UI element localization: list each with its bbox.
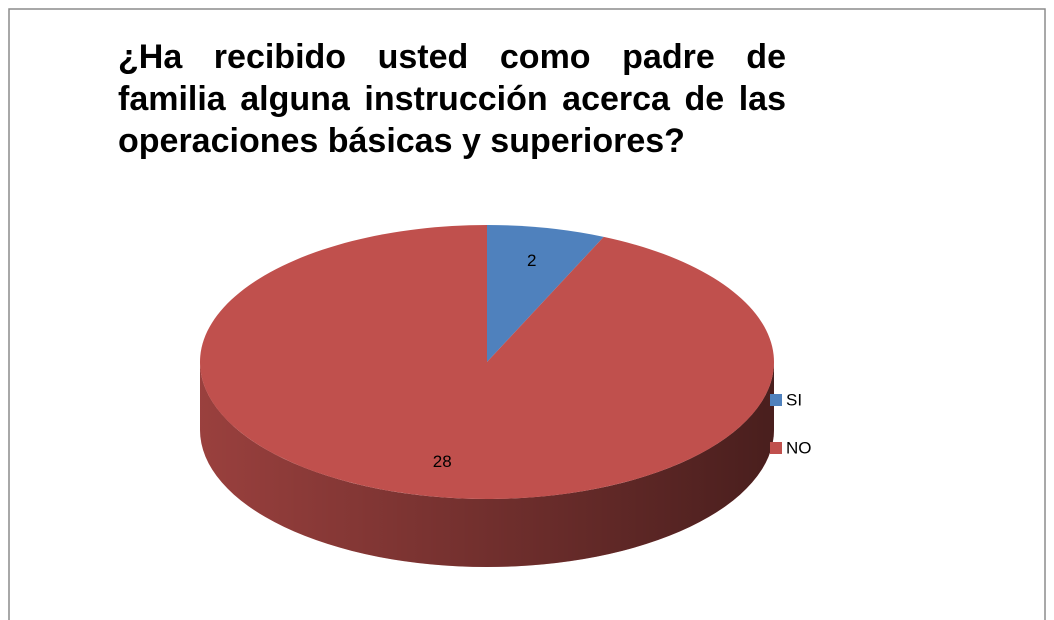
legend-swatch <box>770 394 782 406</box>
legend-label: SI <box>786 390 802 409</box>
legend-swatch <box>770 442 782 454</box>
pie-side-shade <box>200 362 774 567</box>
pie-slice <box>200 225 775 499</box>
data-label: 28 <box>433 452 452 471</box>
pie-slice <box>487 225 604 362</box>
chart-title: ¿Ha recibido usted como padre de familia… <box>118 38 786 160</box>
chart-border <box>8 8 1046 620</box>
legend-label: NO <box>786 438 812 457</box>
data-label: 2 <box>527 251 536 270</box>
